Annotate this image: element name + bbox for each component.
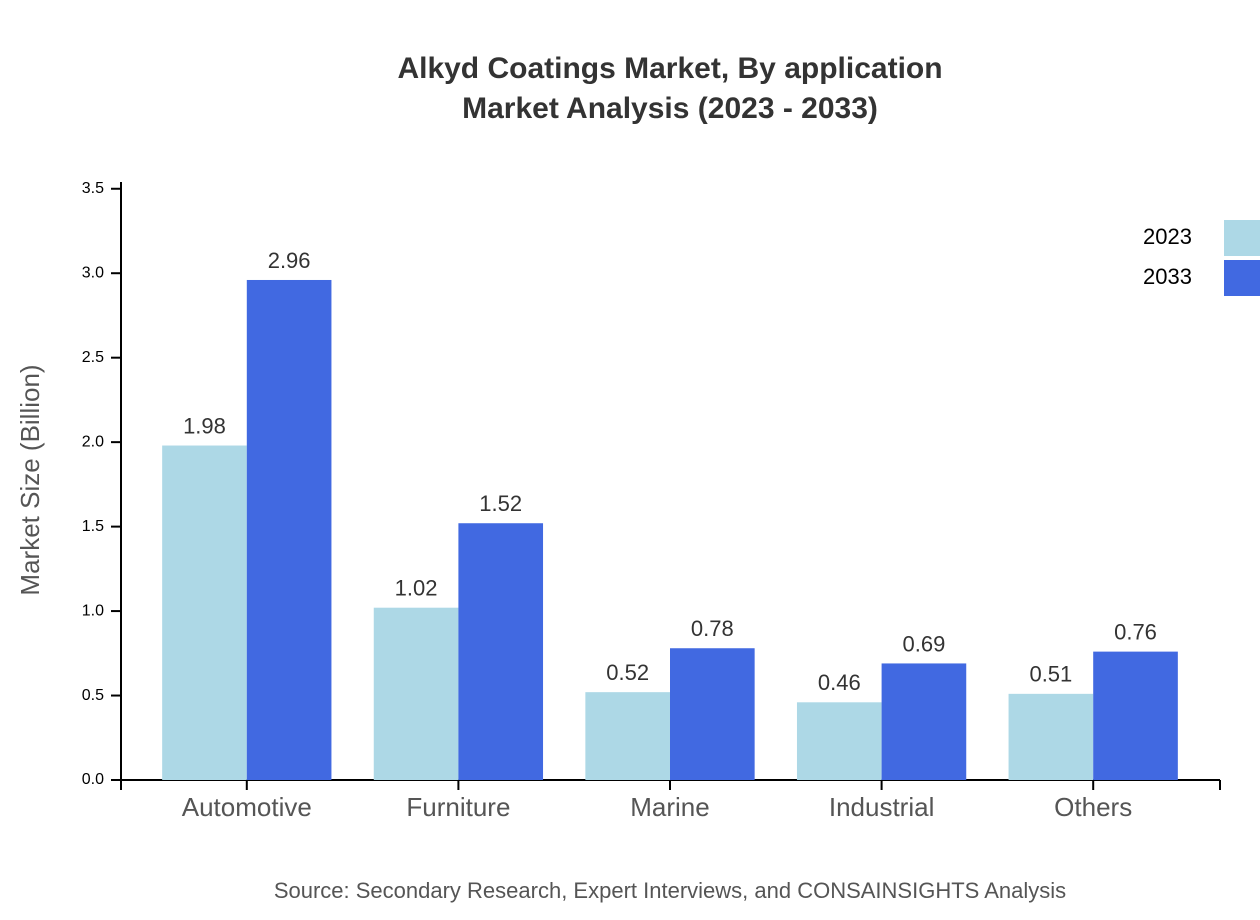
bar	[1008, 693, 1094, 780]
legend-swatch	[1224, 260, 1260, 296]
bar	[881, 663, 967, 780]
legend-label: 2033	[1143, 264, 1192, 289]
x-tick-label: Others	[1054, 792, 1132, 822]
bar	[670, 648, 755, 780]
y-tick-label: 3.5	[82, 180, 104, 197]
bar	[796, 702, 882, 780]
bar	[1093, 651, 1178, 780]
value-label: 1.02	[395, 576, 438, 601]
value-label: 0.69	[903, 631, 946, 656]
x-tick-label: Automotive	[182, 792, 312, 822]
value-label: 2.96	[268, 248, 311, 273]
value-label: 1.52	[479, 491, 522, 516]
x-tick-label: Furniture	[406, 792, 510, 822]
value-label: 0.46	[818, 670, 861, 695]
source: Source: Secondary Research, Expert Inter…	[274, 878, 1066, 903]
legend-swatch	[1224, 220, 1260, 256]
legend-label: 2023	[1143, 224, 1192, 249]
y-tick-label: 1.5	[82, 518, 104, 535]
y-tick-label: 3.0	[82, 264, 104, 281]
y-tick-label: 0.0	[82, 771, 104, 788]
chart-subtitle: Market Analysis (2023 - 2033)	[462, 92, 878, 125]
bar	[373, 607, 459, 780]
bar	[246, 279, 332, 780]
y-axis-label: Market Size (Billion)	[15, 364, 45, 595]
y-tick-label: 2.5	[82, 349, 104, 366]
chart-title: Alkyd Coatings Market, By application	[397, 52, 942, 85]
x-tick-label: Industrial	[829, 792, 935, 822]
value-label: 0.76	[1114, 619, 1157, 644]
value-label: 0.78	[691, 616, 734, 641]
y-tick-label: 2.0	[82, 433, 104, 450]
bar	[162, 445, 247, 780]
value-label: 0.51	[1029, 662, 1072, 687]
x-tick-label: Marine	[630, 792, 709, 822]
value-label: 1.98	[183, 413, 226, 438]
value-label: 0.52	[606, 660, 649, 685]
bar	[458, 523, 544, 780]
y-tick-label: 0.5	[82, 687, 104, 704]
bar	[585, 692, 670, 780]
y-tick-label: 1.0	[82, 602, 104, 619]
